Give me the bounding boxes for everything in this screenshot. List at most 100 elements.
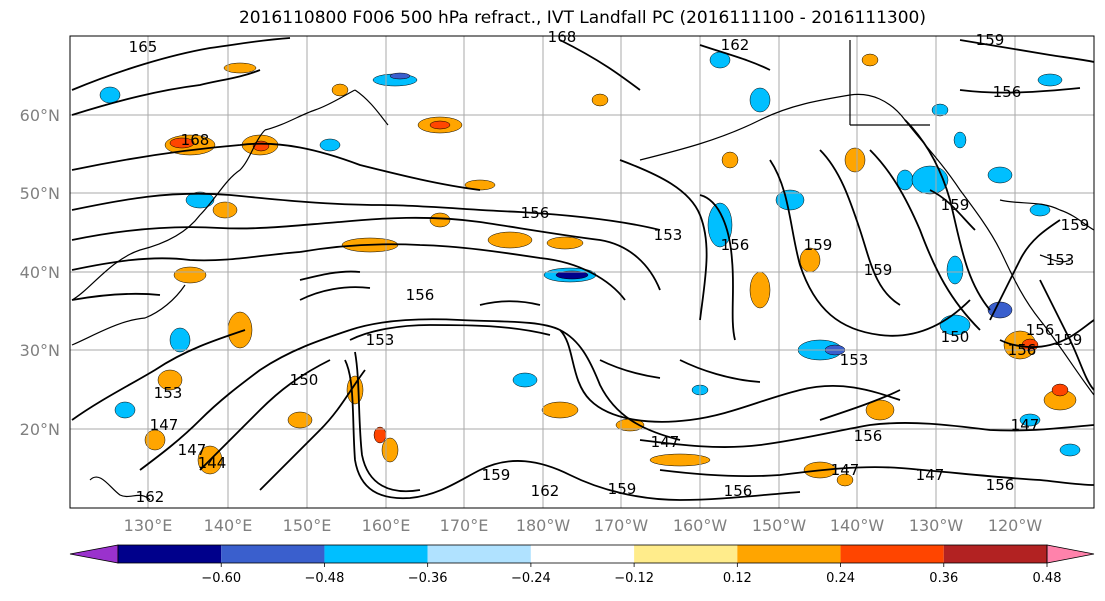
contour-label: 165 bbox=[129, 38, 158, 56]
contour-line bbox=[819, 149, 901, 306]
contour-line bbox=[959, 39, 1095, 63]
anomaly-patch bbox=[157, 369, 183, 391]
contour-line bbox=[344, 359, 801, 501]
contour-label: 159 bbox=[608, 480, 637, 498]
anomaly-patch bbox=[346, 375, 364, 405]
colorbar-segment bbox=[530, 545, 635, 563]
anomaly-patch bbox=[1037, 73, 1063, 87]
contour-label: 159 bbox=[482, 466, 511, 484]
longitude-labels: 130°E 140°E 150°E 160°E 170°E 180°W 170°W 160°W… bbox=[124, 516, 1043, 535]
contour-label: 156 bbox=[986, 476, 1015, 494]
colorbar-tick-label: −0.36 bbox=[408, 571, 448, 586]
anomaly-patch bbox=[331, 83, 349, 97]
contour-line bbox=[299, 243, 626, 301]
contour-line bbox=[71, 329, 246, 421]
contour-line bbox=[559, 329, 681, 441]
colorbar-segment bbox=[324, 545, 428, 563]
anomaly-patch bbox=[389, 72, 411, 80]
contour-line bbox=[339, 216, 661, 291]
colorbar-segment bbox=[221, 545, 325, 563]
contour-line bbox=[71, 221, 341, 241]
contour-line bbox=[989, 219, 1061, 321]
lon-label: 130°E bbox=[124, 516, 173, 535]
lat-label: 20°N bbox=[20, 420, 60, 439]
anomaly-patch bbox=[429, 212, 451, 228]
anomaly-patch bbox=[114, 401, 136, 419]
contour-line bbox=[354, 351, 421, 493]
coastline bbox=[71, 284, 186, 346]
anomaly-patch bbox=[223, 62, 257, 74]
contour-label: 159 bbox=[941, 196, 970, 214]
contour-label: 147 bbox=[150, 416, 179, 434]
contour-line bbox=[699, 194, 736, 341]
lon-label: 140°W bbox=[830, 516, 885, 535]
contour-line bbox=[71, 69, 261, 116]
anomaly-patch bbox=[775, 189, 805, 211]
colorbar-tick-label: −0.24 bbox=[511, 571, 551, 586]
anomaly-patch bbox=[591, 93, 609, 107]
anomaly-patch bbox=[1019, 413, 1041, 427]
anomaly-patch bbox=[844, 147, 866, 173]
contour-line bbox=[71, 251, 301, 271]
anomaly-patch bbox=[541, 401, 579, 419]
lon-label: 150°E bbox=[283, 516, 332, 535]
colorbar-outline bbox=[117, 544, 1048, 564]
coastline bbox=[354, 89, 389, 126]
anomaly-patch bbox=[546, 236, 584, 250]
contour-line bbox=[71, 292, 161, 301]
anomaly-patch bbox=[173, 266, 207, 284]
contour-label: 159 bbox=[1061, 216, 1090, 234]
contour-label: 153 bbox=[154, 384, 183, 402]
contour-line bbox=[299, 286, 371, 301]
coastline bbox=[89, 476, 151, 501]
anomaly-patch bbox=[707, 202, 733, 248]
refractivity-contours bbox=[71, 37, 1095, 501]
contour-line bbox=[139, 329, 351, 471]
contour-label: 153 bbox=[1046, 251, 1075, 269]
anomaly-patch bbox=[1021, 338, 1039, 352]
contour-label: 156 bbox=[521, 204, 550, 222]
contour-label: 144 bbox=[198, 454, 227, 472]
lat-label: 60°N bbox=[20, 106, 60, 125]
colorbar-tick-label: −0.12 bbox=[614, 571, 654, 586]
contour-label: 147 bbox=[916, 466, 945, 484]
colorbar-tick-label: −0.60 bbox=[201, 571, 241, 586]
contour-line bbox=[71, 192, 661, 231]
contour-label: 153 bbox=[366, 331, 395, 349]
anomaly-patch bbox=[252, 140, 270, 152]
contour-label: 159 bbox=[804, 236, 833, 254]
contour-label: 168 bbox=[548, 28, 577, 46]
anomaly-patch bbox=[287, 411, 313, 429]
coastline bbox=[71, 129, 266, 301]
colorbar-extend-high bbox=[1046, 544, 1095, 564]
anomaly-patch bbox=[99, 86, 121, 104]
lat-label: 30°N bbox=[20, 341, 60, 360]
contour-label: 162 bbox=[531, 482, 560, 500]
contour-line bbox=[619, 159, 708, 321]
anomaly-patch bbox=[721, 151, 739, 169]
anomaly-patch bbox=[649, 453, 711, 467]
contour-line bbox=[699, 44, 771, 71]
coastline bbox=[1039, 254, 1071, 263]
anomaly-patch bbox=[836, 473, 854, 487]
contour-line bbox=[659, 466, 1095, 486]
coastline bbox=[999, 199, 1095, 231]
anomaly-patch bbox=[169, 137, 195, 149]
contour-label: 159 bbox=[1054, 331, 1083, 349]
contour-line bbox=[679, 359, 761, 383]
contour-label: 150 bbox=[290, 371, 319, 389]
colorbar-segment bbox=[118, 545, 222, 563]
anomaly-patch bbox=[865, 399, 895, 421]
lat-label: 50°N bbox=[20, 184, 60, 203]
colorbar-tick-label: 0.12 bbox=[723, 571, 752, 586]
lon-label: 130°W bbox=[909, 516, 964, 535]
anomaly-patch bbox=[749, 271, 771, 309]
lon-label: 160°W bbox=[673, 516, 728, 535]
anomaly-patch bbox=[896, 169, 914, 191]
colorbar-segment bbox=[943, 545, 1047, 563]
contour-label: 156 bbox=[1008, 341, 1037, 359]
colorbar-tick-label: −0.48 bbox=[305, 571, 345, 586]
contour-line bbox=[599, 359, 661, 379]
colorbar-tick-label: 0.24 bbox=[826, 571, 855, 586]
